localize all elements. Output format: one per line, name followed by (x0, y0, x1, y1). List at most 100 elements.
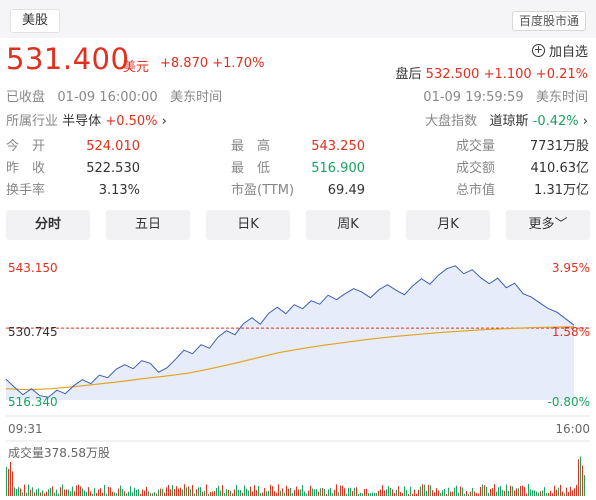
volume-bar (550, 490, 551, 496)
volume-bar (566, 487, 567, 496)
current-price: 531.400 (6, 42, 130, 76)
volume-bar (544, 487, 545, 496)
volume-bar (374, 492, 375, 496)
stat-label: 最 高 (231, 139, 271, 154)
volume-bar (322, 488, 323, 496)
volume-bar (502, 490, 503, 496)
volume-bar (110, 487, 111, 496)
volume-bar (372, 492, 373, 496)
index-name: 道琼斯 (489, 114, 529, 129)
top-bar: 美股 百度股市通 (0, 0, 596, 38)
volume-bar (18, 487, 19, 496)
volume-bar (456, 485, 457, 496)
tab-intraday[interactable]: 分时 (6, 210, 90, 240)
tab-monthly-k[interactable]: 月K (406, 210, 490, 240)
volume-bar (296, 486, 297, 496)
tab-daily-k[interactable]: 日K (206, 210, 290, 240)
volume-bar (504, 490, 505, 496)
volume-bar (146, 486, 147, 496)
stat-amount: 成交额 410.63亿 (456, 158, 589, 180)
stat-low: 最 低 516.900 (231, 158, 365, 180)
volume-bar (562, 491, 563, 496)
volume-bar (216, 488, 217, 496)
volume-bar (80, 486, 81, 496)
volume-bar (148, 491, 149, 496)
stat-value: 522.530 (86, 161, 140, 176)
volume-bar (228, 489, 229, 496)
stat-high: 最 高 543.250 (231, 136, 365, 158)
volume-bar (154, 492, 155, 496)
volume-bar (420, 486, 421, 496)
volume-bar (138, 489, 139, 496)
volume-bar (122, 489, 123, 496)
volume-bar (102, 492, 103, 496)
volume-bar (74, 491, 75, 496)
volume-bar (190, 488, 191, 496)
volume-bar (178, 488, 179, 496)
volume-bar (86, 491, 87, 496)
volume-bar (202, 491, 203, 496)
chevron-right-icon: › (582, 114, 588, 129)
tab-more[interactable]: 更多﹀ (506, 210, 590, 240)
volume-bar (578, 459, 579, 496)
volume-bar (558, 487, 559, 496)
volume-bar (46, 491, 47, 496)
volume-bar (192, 485, 193, 496)
volume-bar (198, 487, 199, 496)
volume-bar (438, 490, 439, 496)
market-tab-us[interactable]: 美股 (10, 9, 61, 33)
volume-bar (106, 493, 107, 496)
volume-bar (258, 485, 259, 496)
volume-bar (200, 487, 201, 496)
volume-bar (88, 487, 89, 496)
market-index-row[interactable]: 大盘指数 道琼斯 -0.42% › (425, 110, 588, 129)
volume-bar (240, 490, 241, 496)
volume-bar (518, 488, 519, 496)
tab-more-label: 更多 (528, 217, 555, 232)
volume-bar (182, 489, 183, 496)
volume-bar (432, 490, 433, 496)
volume-bar (72, 486, 73, 496)
volume-bar (280, 490, 281, 496)
volume-bar (402, 492, 403, 496)
volume-bar (332, 493, 333, 496)
tab-five-day[interactable]: 五日 (106, 210, 190, 240)
volume-bar (272, 486, 273, 496)
add-watchlist-button[interactable]: + 加自选 (531, 41, 588, 60)
volume-bar (340, 485, 341, 496)
volume-bar (210, 492, 211, 496)
intraday-chart[interactable]: 543.150 530.745 516.340 3.95% 1.58% -0.8… (0, 250, 596, 500)
volume-bar (286, 485, 287, 496)
volume-bar (510, 485, 511, 496)
volume-bar (166, 487, 167, 496)
volume-bar (418, 489, 419, 496)
volume-bar (506, 484, 507, 496)
stat-label: 最 低 (231, 161, 271, 176)
x-tick-start: 09:31 (8, 422, 43, 436)
volume-bar (582, 465, 583, 496)
brand-tag[interactable]: 百度股市通 (511, 11, 586, 31)
market-status: 已收盘 01-09 16:00:00 美东时间 (6, 90, 223, 105)
average-price-line (5, 326, 575, 391)
volume-bar (168, 484, 169, 496)
volume-bar (266, 491, 267, 496)
tab-weekly-k[interactable]: 周K (306, 210, 390, 240)
volume-bar (130, 486, 131, 496)
volume-bar (470, 491, 471, 496)
volume-bar (520, 485, 521, 496)
stat-market-cap: 总市值 1.31万亿 (456, 180, 589, 202)
y-right-tick-bottom: -0.80% (548, 395, 590, 409)
volume-bar (220, 490, 221, 496)
volume-bar (12, 471, 13, 496)
industry-row[interactable]: 所属行业 半导体 +0.50% › (6, 110, 167, 129)
volume-bar (92, 493, 93, 496)
volume-bar (412, 493, 413, 496)
volume-bar (430, 485, 431, 496)
volume-bar (234, 489, 235, 496)
volume-bar (248, 490, 249, 496)
volume-bar (570, 486, 571, 496)
volume-bar (308, 490, 309, 496)
volume-bar (314, 489, 315, 496)
volume-bar (398, 486, 399, 496)
volume-bar (342, 485, 343, 496)
